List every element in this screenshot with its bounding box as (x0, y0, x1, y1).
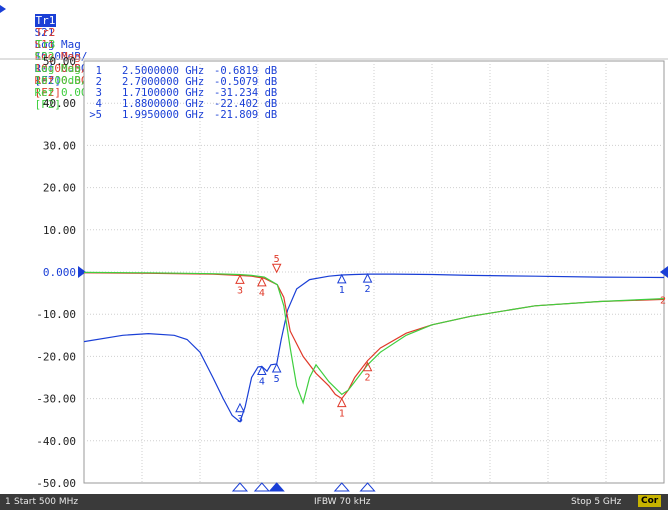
active-trace-arrow-icon (0, 5, 6, 13)
trace-scale: 10.00dB/ (34, 62, 88, 75)
marker-label: 4 (259, 377, 265, 388)
marker-triangle-icon (271, 362, 282, 373)
status-ifbw[interactable]: IFBW 70 kHz (314, 497, 371, 507)
marker-triangle-icon (336, 273, 347, 284)
trace-tag: [F2] (34, 86, 62, 99)
trace-tag: [F2] (34, 98, 62, 111)
marker-position-icon (268, 482, 285, 492)
marker-position-icon (231, 482, 249, 492)
marker-table-value: -21.809 dB (214, 109, 277, 121)
trace-end-label: 2 (660, 295, 666, 306)
ref-level-right-icon (660, 266, 668, 278)
status-channel[interactable]: 1 (5, 497, 11, 507)
marker-table-value: -0.6819 dB (214, 65, 277, 77)
marker-table-freq: 1.8800000 GHz (122, 98, 204, 110)
trace-format: Log Mag (34, 62, 81, 75)
marker-position-icon (333, 482, 350, 492)
marker-triangle-icon (336, 397, 347, 408)
marker-label: 3 (237, 285, 243, 296)
y-tick-label: -50.00 (36, 477, 76, 490)
y-tick-label: -20.00 (36, 350, 76, 363)
status-bar: 1 Start 500 MHz IFBW 70 kHz Stop 5 GHz C… (0, 494, 668, 510)
marker-triangle-icon (257, 365, 267, 376)
marker-table-value: -0.5079 dB (214, 76, 277, 88)
ref-level-left-icon (78, 266, 86, 278)
trace-s22 (83, 271, 665, 405)
measurement-plot[interactable]: 50.00 40.00 30.00 20.00 10.00 0.000 -10.00 -20.… (0, 0, 668, 494)
y-tick-label: 50.00 (43, 55, 76, 68)
marker-table-freq: 1.7100000 GHz (122, 87, 204, 99)
marker-position-icon (253, 482, 270, 492)
trace-param: S21 (34, 26, 55, 39)
marker-table-value: -22.402 dB (214, 98, 277, 110)
trace-tag: [F2] (34, 74, 62, 87)
status-correction-badge[interactable]: Cor (638, 495, 662, 507)
y-tick-label: -10.00 (36, 308, 76, 321)
marker-label: 5 (274, 254, 280, 265)
marker-label: 4 (259, 288, 265, 299)
trace-label[interactable]: Tr2 (35, 26, 56, 39)
marker-triangle-icon (235, 402, 245, 413)
marker-triangle-icon (235, 274, 245, 284)
y-tick-label: 0.000 (43, 266, 76, 279)
marker-table-num: 2 (96, 76, 102, 88)
marker-label: 5 (274, 374, 280, 385)
status-start-frequency[interactable]: Start 500 MHz (14, 497, 79, 507)
marker-triangle-icon (362, 273, 373, 283)
y-tick-label: 30.00 (43, 139, 76, 152)
marker-table-num: 3 (96, 87, 102, 99)
marker-triangle-icon (362, 361, 373, 372)
marker-table-num: 4 (96, 98, 102, 110)
marker-table-num: 1 (96, 65, 102, 77)
marker-triangle-icon (271, 263, 282, 274)
trace-s21 (83, 273, 665, 423)
y-tick-label: 10.00 (43, 224, 76, 237)
marker-table-value: -31.234 dB (214, 87, 277, 99)
y-tick-label: -40.00 (36, 435, 76, 448)
marker-table-freq: 2.7000000 GHz (122, 76, 204, 88)
y-tick-label: 40.00 (43, 97, 76, 110)
marker-triangle-icon (257, 276, 267, 287)
marker-label: 3 (237, 414, 243, 425)
trace-scale: 10.00dB/ (34, 74, 88, 87)
y-tick-label: -30.00 (36, 393, 76, 406)
marker-label: 1 (339, 285, 345, 296)
status-stop-frequency[interactable]: Stop 5 GHz (571, 497, 622, 507)
marker-table-freq: 2.5000000 GHz (122, 65, 204, 77)
marker-label: 2 (365, 373, 371, 384)
marker-label: 1 (339, 409, 345, 420)
marker-table-num: >5 (89, 109, 102, 121)
trace-label[interactable]: Tr1 (34, 14, 57, 27)
trace-param: S11 (34, 38, 55, 51)
marker-label: 2 (365, 284, 371, 295)
trace-format: Log Mag (34, 38, 81, 51)
marker-position-icon (359, 482, 376, 492)
y-tick-label: 20.00 (43, 182, 76, 195)
marker-table-freq: 1.9950000 GHz (122, 109, 204, 121)
trace-label[interactable]: Tr3 (35, 38, 56, 51)
trace-line-tr3[interactable]: Tr3 S22 Log Mag 10.00dB/ Ref 0.000dB [F2… (8, 27, 108, 111)
